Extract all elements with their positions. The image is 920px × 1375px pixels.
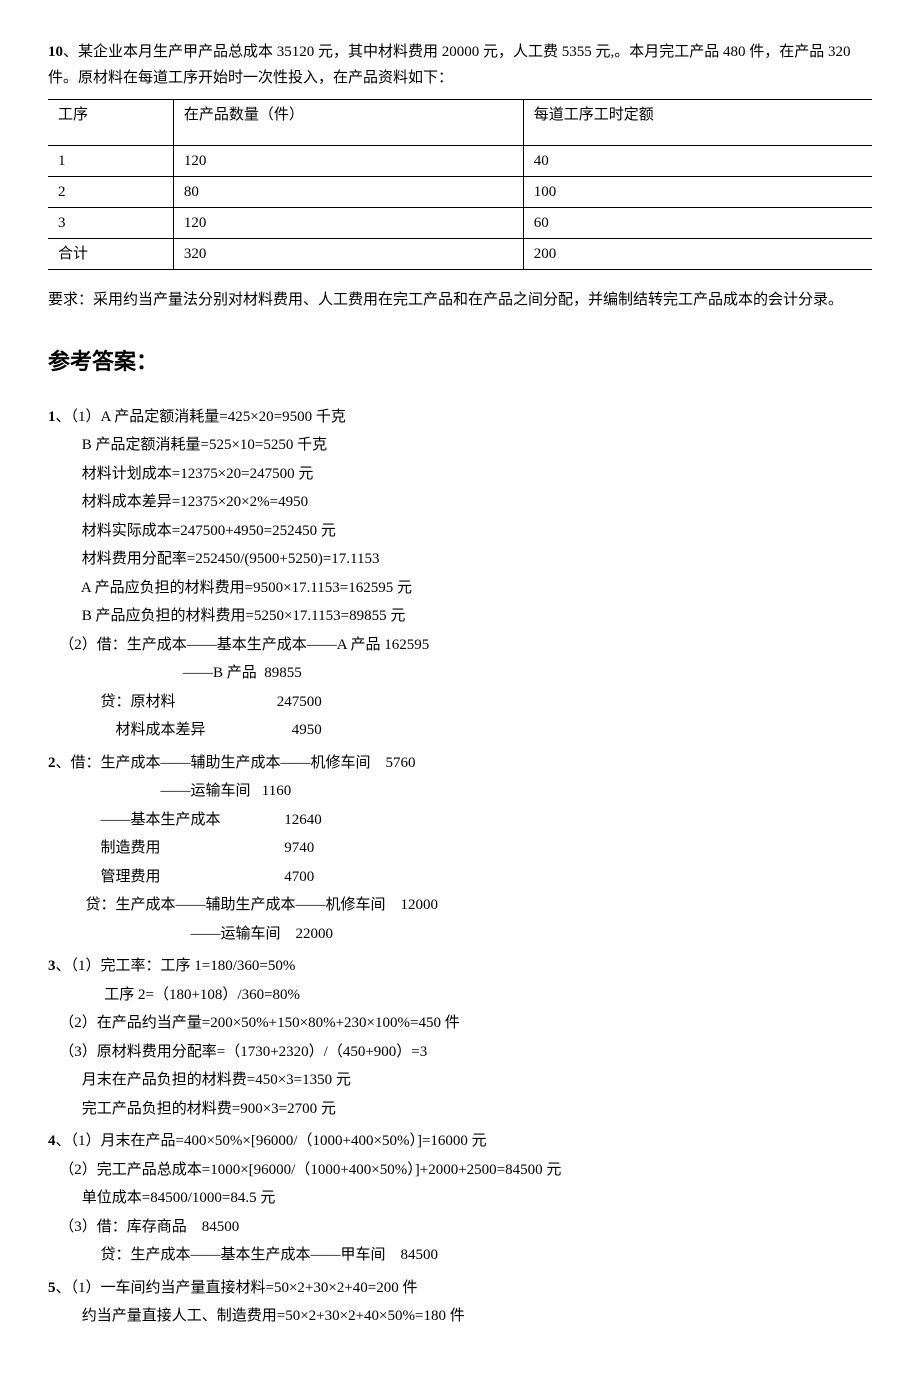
table-row: 1 120 40 [48, 146, 872, 177]
answer-header: 参考答案： [48, 344, 872, 379]
table-header-row: 工序 在产品数量（件） 每道工序工时定额 [48, 100, 872, 146]
q10-table: 工序 在产品数量（件） 每道工序工时定额 1 120 40 2 80 100 3… [48, 99, 872, 270]
answer-2: 2、借：生产成本——辅助生产成本——机修车间 5760 ——运输车间 1160 … [48, 749, 872, 949]
th-proc: 工序 [48, 100, 173, 146]
answer-1: 1、（1）A 产品定额消耗量=425×20=9500 千克 B 产品定额消耗量=… [48, 403, 872, 745]
answer-4: 4、（1）月末在产品=400×50%×[96000/（1000+400×50%）… [48, 1127, 872, 1270]
question-10-intro: 10、某企业本月生产甲产品总成本 35120 元，其中材料费用 20000 元，… [48, 40, 872, 91]
q10-number: 10 [48, 44, 63, 60]
table-row: 2 80 100 [48, 177, 872, 208]
q10-text: 、某企业本月生产甲产品总成本 35120 元，其中材料费用 20000 元，人工… [48, 44, 851, 86]
th-qty: 在产品数量（件） [173, 100, 523, 146]
th-hours: 每道工序工时定额 [523, 100, 872, 146]
q10-requirement: 要求：采用约当产量法分别对材料费用、人工费用在完工产品和在产品之间分配，并编制结… [48, 288, 872, 314]
answer-5: 5、（1）一车间约当产量直接材料=50×2+30×2+40=200 件 约当产量… [48, 1274, 872, 1331]
table-row-total: 合计 320 200 [48, 239, 872, 270]
answer-3: 3、（1）完工率：工序 1=180/360=50% 工序 2=（180+108）… [48, 952, 872, 1123]
table-row: 3 120 60 [48, 208, 872, 239]
table-body: 1 120 40 2 80 100 3 120 60 合计 320 200 [48, 146, 872, 270]
